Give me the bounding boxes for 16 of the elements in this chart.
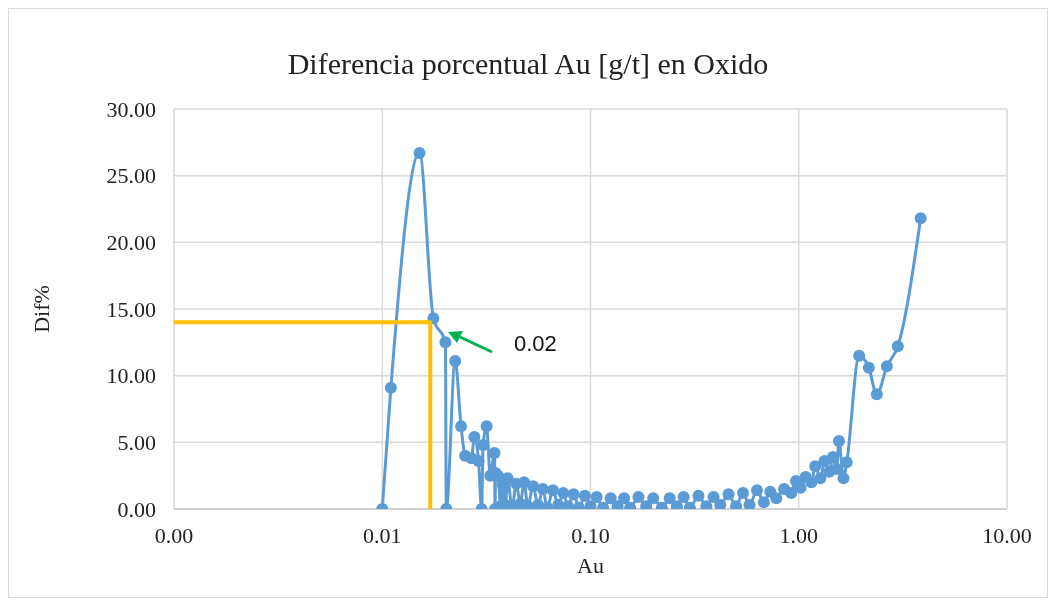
y-tick-label: 5.00: [117, 430, 156, 456]
chart-title: Diferencia porcentual Au [g/t] en Oxido: [286, 47, 770, 81]
annotation: 0.02: [514, 330, 557, 356]
x-tick-label: 0.10: [571, 522, 610, 548]
y-axis-title: Dif%: [28, 285, 54, 333]
y-tick-label: 20.00: [106, 230, 156, 256]
x-tick-label: 0.01: [363, 522, 402, 548]
x-tick-label: 1.00: [779, 522, 818, 548]
y-tick-label: 25.00: [106, 163, 156, 189]
x-axis-title: Au: [577, 553, 604, 578]
y-tick-label: 10.00: [106, 363, 156, 389]
y-tick-label: 30.00: [106, 96, 156, 122]
y-tick-label: 0.00: [117, 496, 156, 522]
x-tick-label: 0.00: [154, 522, 194, 548]
x-tick-label: 10.00: [982, 522, 1032, 548]
y-tick-label: 15.00: [106, 296, 156, 322]
